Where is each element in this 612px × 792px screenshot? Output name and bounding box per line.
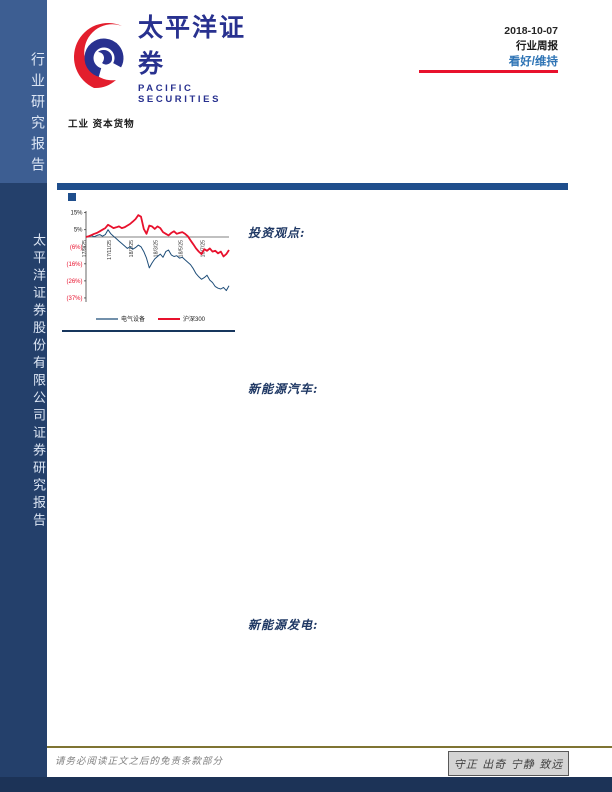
sidebar-company-label: 太平洋证券股份有限公司证券研究报告 <box>30 233 45 531</box>
relative-performance-chart: 15% 5% (6%) (16%) (26%) (37%) 17/9/25 17/11/25 1… <box>62 205 235 332</box>
footer-divider-line <box>47 746 612 748</box>
slogan-text: 守正 出奇 宁静 致远 <box>453 757 564 771</box>
title-divider-bar <box>57 183 568 190</box>
section-new-energy-vehicle: 新能源汽车: <box>248 382 319 396</box>
svg-text:17/11/25: 17/11/25 <box>107 240 113 260</box>
svg-text:18/5/25: 18/5/25 <box>178 240 184 257</box>
logo-name-cn: 太平洋证券 <box>138 14 247 78</box>
report-type: 行业周报 <box>516 40 558 52</box>
industry-breadcrumb: 工业 资本货物 <box>68 119 135 130</box>
svg-text:(16%): (16%) <box>66 262 82 268</box>
bottom-navy-band <box>0 777 612 792</box>
report-date: 2018-10-07 <box>504 25 558 37</box>
disclaimer-text: 请务必阅读正文之后的免责条款部分 <box>55 756 224 767</box>
report-meta: 2018-10-07 行业周报 看好/维持 <box>380 24 558 70</box>
rating-red-underline <box>419 70 558 73</box>
rating-badge: 看好/维持 <box>508 56 558 68</box>
sidebar-report-type-label: 行业研究报告 <box>29 52 45 178</box>
slogan-box: 守正 出奇 宁静 致远 <box>448 751 569 776</box>
section-investment-view: 投资观点: <box>248 226 306 240</box>
svg-text:(6%): (6%) <box>70 245 83 251</box>
svg-text:电气设备: 电气设备 <box>121 315 145 323</box>
line-chart-canvas: 15% 5% (6%) (16%) (26%) (37%) 17/9/25 17/11/25 1… <box>66 211 230 323</box>
svg-text:(37%): (37%) <box>66 296 82 302</box>
company-logo: 太平洋证券 PACIFIC SECURITIES <box>62 10 260 105</box>
svg-text:18/3/25: 18/3/25 <box>154 240 160 257</box>
svg-text:18/7/25: 18/7/25 <box>200 240 206 257</box>
section-new-energy-power: 新能源发电: <box>248 618 319 632</box>
logo-name-en: PACIFIC SECURITIES <box>138 83 222 105</box>
sidebar-top-band: 行业研究报告 <box>0 0 47 183</box>
sidebar-bottom-band: 太平洋证券股份有限公司证券研究报告 <box>0 183 47 792</box>
svg-text:17/9/25: 17/9/25 <box>82 240 88 257</box>
pacific-securities-logo-icon <box>73 22 124 88</box>
svg-text:15%: 15% <box>70 211 83 217</box>
svg-text:5%: 5% <box>74 228 83 234</box>
svg-text:沪深300: 沪深300 <box>183 315 206 323</box>
svg-text:(26%): (26%) <box>66 279 82 285</box>
title-bullet-icon <box>68 193 76 201</box>
